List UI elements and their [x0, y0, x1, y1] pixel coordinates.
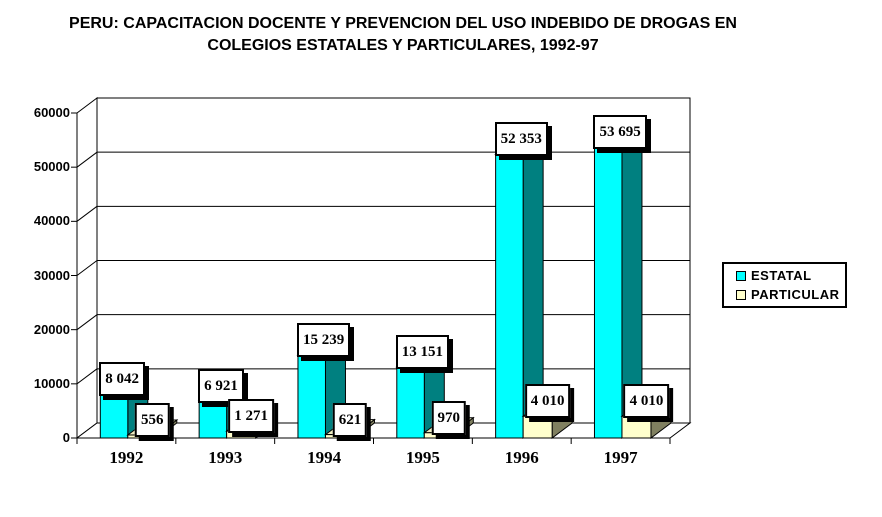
legend-label-estatal: ESTATAL [751, 268, 812, 283]
y-axis-label-20000: 20000 [33, 321, 70, 337]
chart-title-line2: COLEGIOS ESTATALES Y PARTICULARES, 1992-… [207, 37, 599, 54]
y-tick-depth-10000 [76, 368, 98, 385]
bar-estatal-1996 [495, 153, 524, 439]
chart-title-line1: PERU: CAPACITACION DOCENTE Y PREVENCION … [69, 15, 737, 32]
x-axis-label-1992: 1992 [109, 448, 144, 467]
x-axis-label-1993: 1993 [208, 448, 243, 467]
x-axis-label-1995: 1995 [405, 448, 440, 467]
data-label-particular-1994: 621 [332, 402, 368, 437]
x-axis-label-1994: 1994 [307, 448, 342, 467]
bar-estatal-1997 [593, 146, 623, 439]
y-axis-label-60000: 60000 [33, 105, 70, 120]
y-axis-label-30000: 30000 [33, 267, 70, 283]
bar-estatal-1993 [198, 400, 228, 439]
data-label-estatal-1997: 53 695 [593, 115, 647, 150]
x-axis-label-1996: 1996 [504, 448, 539, 467]
legend-item-particular: PARTICULAR [736, 287, 845, 302]
data-label-particular-1992: 556 [135, 402, 170, 437]
y-axis-label-0: 0 [62, 430, 70, 445]
legend-item-estatal: ESTATAL [736, 268, 845, 283]
data-label-particular-1997: 4 010 [623, 384, 670, 419]
data-label-estatal-1993: 6 921 [198, 368, 244, 403]
y-tick-depth-50000 [76, 151, 98, 168]
data-label-estatal-1992: 8 042 [99, 362, 146, 397]
bar-estatal-1992 [99, 393, 129, 439]
bar-particular-1997 [621, 415, 652, 439]
data-label-estatal-1994: 15 239 [296, 323, 351, 358]
bar-particular-1996 [522, 415, 553, 439]
x-axis-label-1997: 1997 [603, 448, 638, 467]
data-label-particular-1995: 970 [431, 400, 467, 435]
bar-estatal-1994 [297, 354, 326, 439]
legend-swatch-particular [736, 289, 746, 300]
y-tick-depth-30000 [76, 260, 98, 276]
legend-swatch-estatal [736, 270, 746, 281]
legend-label-particular: PARTICULAR [751, 287, 840, 302]
data-label-estatal-1996: 52 353 [494, 122, 548, 157]
y-axis-label-10000: 10000 [33, 375, 70, 391]
y-tick-depth-40000 [76, 205, 98, 222]
bar-estatal-1995 [396, 366, 425, 439]
y-axis-label-50000: 50000 [33, 159, 70, 175]
data-label-particular-1993: 1 271 [228, 399, 274, 434]
y-tick-depth-20000 [76, 314, 98, 331]
y-axis-label-40000: 40000 [33, 213, 70, 229]
chart-title: PERU: CAPACITACION DOCENTE Y PREVENCION … [0, 13, 806, 57]
data-label-estatal-1995: 13 151 [395, 334, 450, 369]
data-label-particular-1996: 4 010 [524, 384, 571, 419]
legend: ESTATAL PARTICULAR [722, 262, 847, 308]
